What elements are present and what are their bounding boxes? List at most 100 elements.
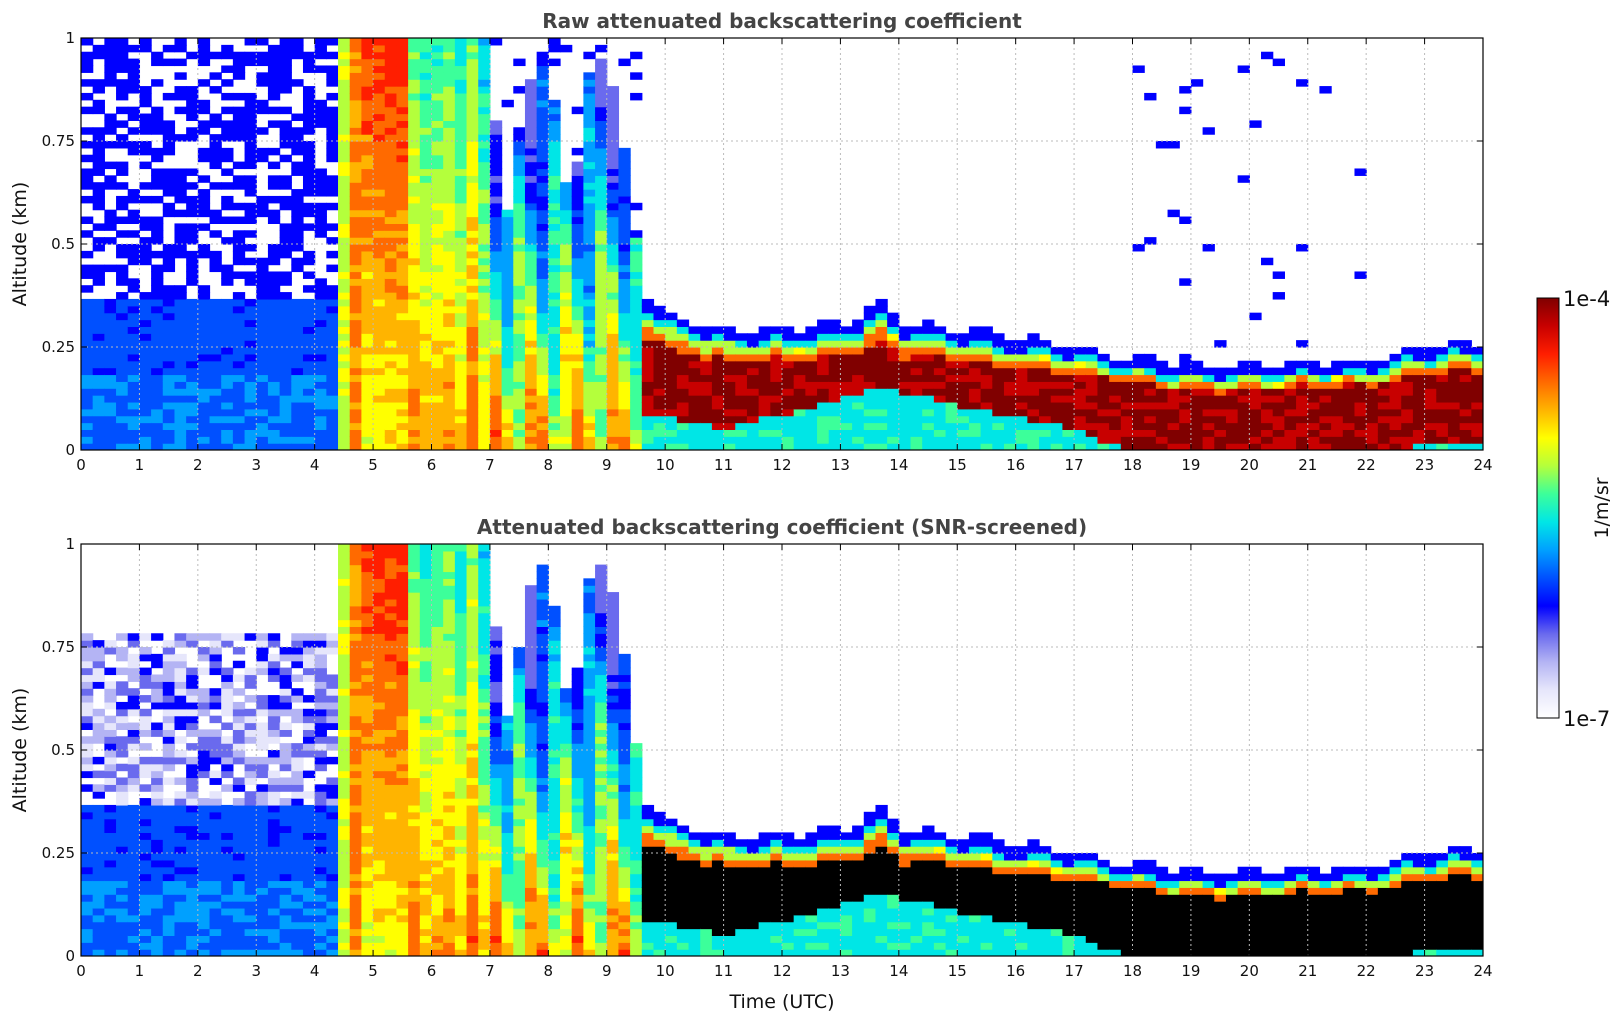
- heatmap-cell: [898, 429, 912, 437]
- heatmap-cell: [92, 99, 105, 108]
- heatmap-cell: [618, 257, 631, 266]
- heatmap-cell: [139, 681, 152, 689]
- heatmap-cell: [1366, 436, 1379, 444]
- heatmap-cell: [302, 887, 316, 895]
- heatmap-cell: [700, 388, 713, 396]
- heatmap-cell: [338, 113, 351, 121]
- heatmap-cell: [1261, 415, 1274, 424]
- heatmap-cell: [618, 182, 631, 190]
- heatmap-cell: [139, 44, 152, 53]
- heatmap-cell: [536, 305, 549, 314]
- heatmap-cell: [314, 44, 327, 53]
- heatmap-cell: [338, 292, 351, 300]
- heatmap-cell: [384, 949, 398, 956]
- heatmap-cell: [653, 353, 666, 362]
- heatmap-cell: [1319, 415, 1332, 424]
- heatmap-cell: [863, 401, 877, 410]
- heatmap-cell: [817, 347, 830, 355]
- heatmap-cell: [653, 319, 666, 327]
- heatmap-cell: [186, 701, 199, 710]
- heatmap-cell: [793, 374, 806, 382]
- heatmap-cell: [197, 942, 211, 950]
- heatmap-cell: [197, 887, 211, 895]
- heatmap-cell: [291, 395, 304, 403]
- heatmap-cell: [1261, 388, 1274, 396]
- heatmap-cell: [1027, 436, 1040, 444]
- heatmap-cell: [723, 333, 736, 341]
- heatmap-cell: [548, 347, 561, 355]
- heatmap-cell: [279, 237, 292, 245]
- heatmap-cell: [326, 798, 339, 806]
- heatmap-cell: [279, 271, 292, 279]
- heatmap-cell: [186, 360, 199, 369]
- heatmap-cell: [1167, 422, 1180, 430]
- heatmap-cell: [92, 79, 105, 87]
- heatmap-cell: [700, 381, 713, 389]
- heatmap-cell: [524, 209, 538, 218]
- heatmap-cell: [1389, 415, 1402, 424]
- heatmap-cell: [209, 395, 222, 403]
- heatmap-cell: [513, 223, 526, 231]
- heatmap-cell: [957, 443, 970, 450]
- heatmap-cell: [910, 326, 923, 334]
- heatmap-cell: [817, 381, 830, 389]
- heatmap-cell: [92, 189, 105, 197]
- heatmap-cell: [81, 818, 94, 827]
- heatmap-cell: [443, 292, 456, 300]
- heatmap-cell: [256, 901, 269, 909]
- heatmap-cell: [209, 401, 222, 410]
- heatmap-cell: [349, 340, 362, 348]
- heatmap-cell: [209, 660, 222, 669]
- heatmap-cell: [384, 942, 398, 950]
- heatmap-cell: [1471, 395, 1483, 403]
- heatmap-cell: [326, 347, 339, 355]
- heatmap-cell: [373, 58, 386, 67]
- heatmap-cell: [81, 127, 94, 135]
- heatmap-cell: [968, 347, 982, 355]
- heatmap-cell: [992, 429, 1005, 437]
- heatmap-cell: [793, 347, 806, 355]
- heatmap-cell: [267, 79, 281, 87]
- heatmap-cell: [267, 381, 281, 389]
- heatmap-cell: [361, 58, 374, 67]
- heatmap-cell: [454, 381, 468, 389]
- heatmap-cell: [232, 894, 246, 902]
- heatmap-cell: [396, 38, 409, 46]
- heatmap-cell: [279, 921, 292, 930]
- heatmap-cell: [127, 832, 141, 840]
- heatmap-cell: [151, 264, 164, 273]
- heatmap-cell: [396, 798, 409, 806]
- heatmap-cell: [408, 134, 421, 142]
- heatmap-cell: [513, 436, 526, 444]
- heatmap-cell: [513, 271, 526, 279]
- y-tick-label: 0.5: [51, 235, 75, 253]
- heatmap-cell: [361, 86, 374, 94]
- heatmap-cell: [186, 633, 199, 641]
- heatmap-cell: [513, 415, 526, 424]
- heatmap-cell: [162, 825, 176, 833]
- heatmap-cell: [419, 292, 433, 300]
- heatmap-cell: [408, 605, 421, 614]
- heatmap-cell: [221, 319, 234, 327]
- heatmap-cell: [805, 340, 818, 348]
- heatmap-cell: [396, 216, 409, 224]
- heatmap-cell: [536, 141, 549, 149]
- heatmap-cell: [1015, 388, 1028, 396]
- heatmap-cell: [396, 285, 409, 293]
- heatmap-cell: [396, 928, 409, 936]
- heatmap-cell: [162, 942, 176, 950]
- heatmap-cell: [92, 736, 105, 744]
- heatmap-cell: [571, 422, 584, 430]
- heatmap-cell: [361, 319, 374, 327]
- heatmap-cell: [349, 928, 362, 936]
- heatmap-cell: [267, 244, 281, 252]
- heatmap-cell: [151, 340, 164, 348]
- heatmap-cell: [162, 756, 176, 765]
- heatmap-cell: [209, 640, 222, 648]
- heatmap-cell: [548, 292, 561, 300]
- heatmap-cell: [338, 626, 351, 634]
- heatmap-cell: [186, 763, 199, 772]
- heatmap-cell: [454, 195, 468, 204]
- heatmap-cell: [244, 408, 257, 417]
- heatmap-cell: [361, 811, 374, 820]
